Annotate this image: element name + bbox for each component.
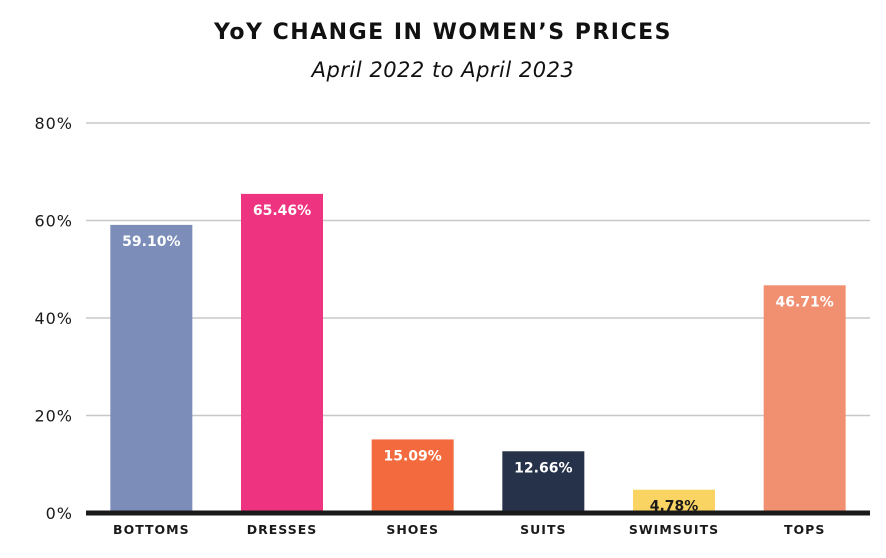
data-label-dresses: 65.46%: [253, 203, 311, 219]
gridlines: [86, 122, 870, 417]
y-axis-ticks: 0% 20% 40% 60% 80%: [34, 114, 73, 523]
data-label-suits: 12.66%: [514, 460, 572, 476]
data-label-bottoms: 59.10%: [122, 234, 180, 250]
y-tick-label: 0%: [46, 504, 73, 523]
x-tick-label-shoes: SHOES: [386, 522, 439, 537]
bar-swimsuits: [633, 489, 715, 513]
data-labels: 59.10%65.46%15.09%12.66%4.78%46.71%: [122, 203, 834, 515]
bar-tops: [763, 285, 846, 513]
y-tick-label: 40%: [34, 309, 73, 328]
x-tick-label-swimsuits: SWIMSUITS: [629, 522, 719, 537]
bar-suits: [502, 451, 585, 513]
x-tick-label-tops: TOPS: [784, 522, 825, 537]
data-label-tops: 46.71%: [776, 294, 834, 310]
y-tick-label: 80%: [34, 114, 73, 133]
bar-dresses: [241, 193, 323, 513]
chart-title: YoY CHANGE IN WOMEN’S PRICES: [213, 20, 673, 45]
chart-subtitle: April 2022 to April 2023: [311, 58, 575, 82]
x-tick-label-dresses: DRESSES: [247, 522, 318, 537]
x-axis-ticks: BOTTOMS DRESSES SHOES SUITS SWIMSUITS TOPS: [113, 522, 825, 537]
x-tick-label-bottoms: BOTTOMS: [113, 522, 190, 537]
bar-shoes: [371, 439, 454, 513]
bar-bottoms: [110, 224, 193, 513]
data-label-shoes: 15.09%: [384, 448, 442, 464]
y-tick-label: 20%: [34, 407, 73, 426]
y-tick-label: 60%: [34, 212, 73, 231]
bars: [110, 193, 846, 513]
x-tick-label-suits: SUITS: [520, 522, 566, 537]
